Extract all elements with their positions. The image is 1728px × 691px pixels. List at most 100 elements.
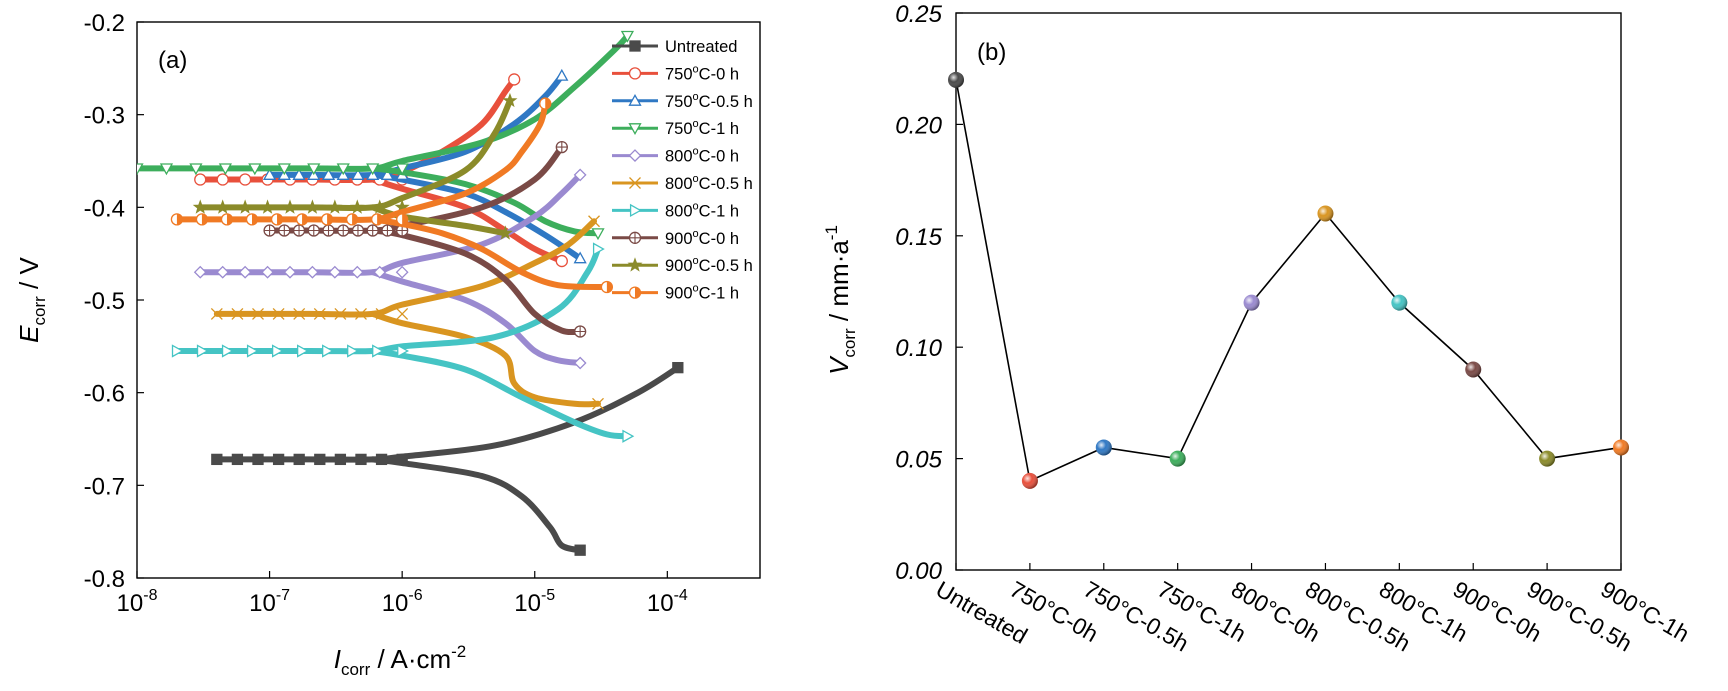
curve-marker-plus	[352, 225, 364, 236]
curve-end-marker-plus	[556, 141, 568, 153]
corrosion-rate-point-shade	[1391, 294, 1408, 311]
curve-marker-plus	[381, 225, 393, 236]
panel-a-y-tick-label: -0.6	[84, 381, 125, 408]
curve-marker	[238, 173, 252, 186]
panel-a-x-tick-label: 10-8	[117, 587, 158, 617]
curve-marker	[283, 265, 297, 279]
legend-marker	[628, 123, 642, 136]
curve-marker	[327, 199, 343, 214]
corrosion-rate-line	[955, 79, 1622, 483]
curve-marker	[366, 163, 380, 176]
curve-marker	[334, 307, 347, 320]
curve-marker-half	[176, 213, 183, 225]
legend-entry: 750oC-0 h	[612, 63, 739, 83]
legend-label: 800oC-1 h	[665, 200, 739, 220]
panel-b-ticks: 0.000.050.100.150.200.25Untreated750°C-0…	[895, 1, 1694, 657]
curve-branch	[369, 269, 584, 367]
curve-marker	[372, 344, 384, 358]
curve-marker	[282, 199, 298, 214]
curve-marker	[211, 453, 223, 466]
curve-marker	[192, 199, 208, 214]
polarization-curve	[193, 168, 587, 370]
curve-marker	[193, 265, 207, 279]
curve-marker	[218, 163, 232, 176]
curve-marker	[297, 344, 309, 358]
panel-a-y-tick-label: -0.5	[84, 288, 125, 315]
curve-marker	[396, 307, 409, 320]
panel-a-y-tick-label: -0.4	[84, 195, 125, 222]
legend-entry: 800oC-0 h	[612, 146, 739, 166]
panel-a-y-tick-label: -0.2	[84, 10, 125, 37]
curve-marker	[246, 344, 259, 358]
legend-entry: 900oC-0.5 h	[612, 255, 753, 275]
panel-b-frame	[955, 12, 1622, 571]
corrosion-rate-point-shade	[1539, 450, 1556, 467]
curve-end-marker-half	[545, 98, 551, 110]
legend-entry: 800oC-0.5 h	[612, 173, 753, 193]
curve-end-marker	[508, 73, 521, 86]
curve-marker	[277, 163, 291, 176]
legend-marker	[628, 93, 642, 106]
curve-marker	[306, 265, 319, 279]
curve-marker	[260, 199, 276, 214]
curve-marker	[272, 453, 285, 466]
curve-marker-plus	[323, 225, 335, 236]
curve-end-marker-half	[606, 281, 613, 293]
curve-end-marker	[502, 92, 518, 108]
panel-a-legend: Untreated 750oC-0 h 750oC-0.5 h 750oC-1 h 80…	[612, 38, 753, 303]
legend-entry: 750oC-0.5 h	[612, 91, 753, 111]
legend-marker	[627, 257, 643, 272]
curve-marker	[171, 344, 184, 358]
curve-marker	[293, 307, 306, 320]
panel-a-x-tick-label: 10-4	[647, 587, 688, 617]
legend-entry: 900oC-0 h	[612, 228, 739, 248]
curve-marker	[271, 344, 284, 358]
legend-marker	[628, 67, 642, 80]
legend-entry: 900oC-1 h	[612, 283, 739, 303]
curve-marker	[355, 453, 367, 466]
panel-a-label: (a)	[158, 47, 187, 74]
panel-a-curves	[137, 30, 684, 556]
corrosion-rate-point-shade	[1095, 439, 1112, 456]
curve-branch	[213, 364, 681, 463]
panel-a-y-tick-label: -0.8	[84, 566, 125, 593]
curve-branch	[173, 100, 549, 223]
curve-branch	[369, 347, 631, 440]
polarization-curve	[171, 242, 635, 443]
curve-marker	[252, 307, 264, 320]
curve-marker	[355, 307, 367, 320]
curve-marker	[380, 168, 395, 180]
curve-end-marker	[588, 215, 600, 228]
curve-marker	[196, 344, 209, 358]
legend-label: Untreated	[665, 38, 737, 56]
curve-end-marker	[672, 361, 684, 374]
curve-marker-half	[251, 213, 258, 225]
curve-marker-plus	[264, 225, 276, 236]
curve-branch	[369, 310, 602, 408]
legend-label: 800oC-0 h	[665, 146, 739, 166]
panel-b-y-tick-label: 0.25	[895, 1, 942, 28]
curve-marker	[261, 265, 274, 279]
curve-marker	[252, 453, 264, 466]
curve-marker	[314, 453, 326, 466]
curve-marker	[231, 307, 244, 320]
curve-end-marker	[497, 225, 513, 240]
panel-a-ticks: 10-8 10-7 10-6 10-5 10-4 -0.8 -0.7 -0.6 -0.5 -0.4…	[84, 10, 688, 617]
panel-a-y-tick-label: -0.7	[84, 473, 125, 500]
curve-branch	[137, 32, 631, 172]
curve-marker-half	[226, 213, 233, 225]
curve-end-marker-plus	[574, 326, 586, 338]
curve-marker	[293, 453, 305, 466]
curve-marker	[321, 168, 336, 180]
legend-label: 900oC-0.5 h	[665, 255, 753, 275]
legend-label: 750oC-1 h	[665, 118, 739, 138]
legend-entry: Untreated	[612, 38, 737, 56]
curve-marker	[313, 307, 326, 320]
curve-marker	[396, 453, 408, 466]
curve-marker	[210, 307, 223, 320]
curve-marker	[215, 199, 231, 214]
curve-marker-half	[327, 213, 333, 225]
polarization-curve	[192, 92, 518, 240]
legend-label: 800oC-0.5 h	[665, 173, 753, 193]
